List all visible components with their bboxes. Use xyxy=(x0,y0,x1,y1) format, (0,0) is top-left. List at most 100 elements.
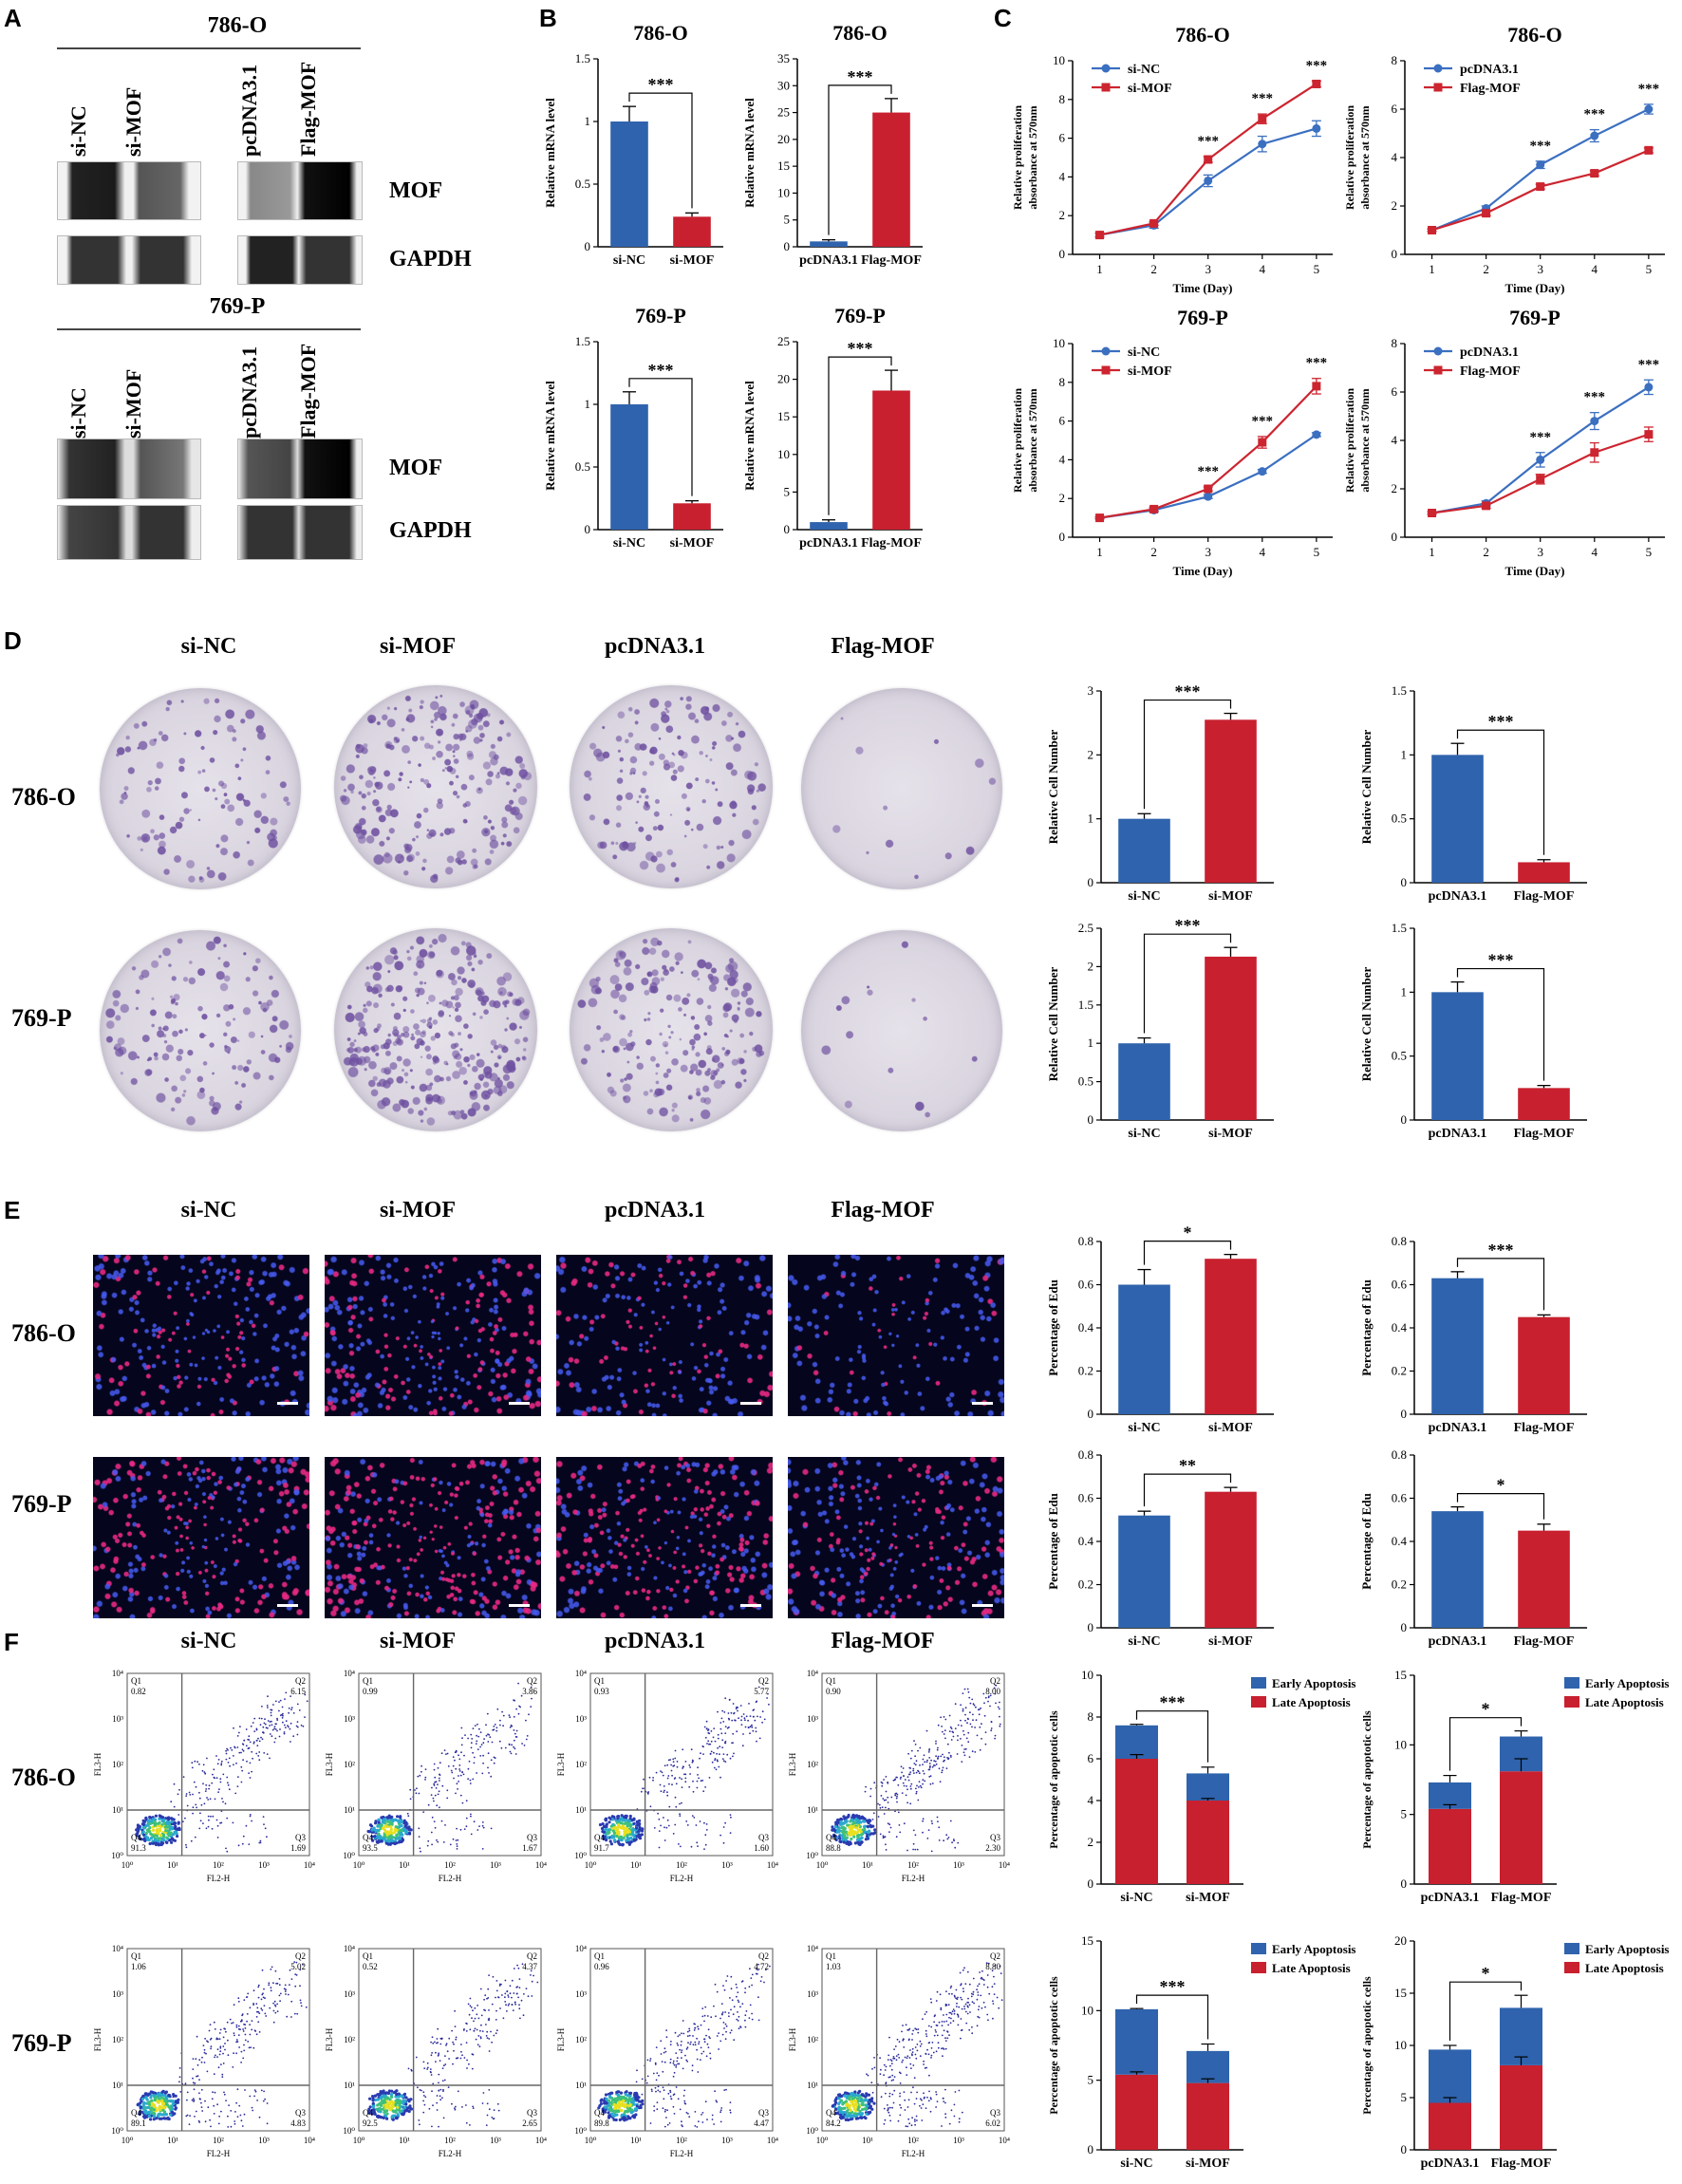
event-dot xyxy=(172,2093,176,2097)
event-dot xyxy=(269,1757,271,1760)
event-dot xyxy=(203,2062,206,2063)
event-dot xyxy=(300,1724,303,1727)
event-dot xyxy=(289,1969,291,1971)
event-dot xyxy=(239,1726,241,1727)
event-dot xyxy=(213,1768,215,1771)
event-dot xyxy=(885,2092,887,2095)
event-dot xyxy=(701,2015,704,2018)
event-dot xyxy=(909,2049,911,2051)
event-dot xyxy=(922,2018,924,2021)
y-tick-label: 8 xyxy=(1392,336,1398,350)
event-dot xyxy=(958,2118,961,2120)
event-dot xyxy=(908,2057,911,2059)
event-dot xyxy=(230,2110,233,2112)
event-dot xyxy=(664,2050,667,2053)
y-tick-label: 5 xyxy=(784,484,791,498)
y-tick-label: 0 xyxy=(1088,875,1094,889)
event-dot xyxy=(925,1761,928,1764)
legend-label: Late Apoptosis xyxy=(1585,1961,1664,1975)
event-dot xyxy=(673,2063,676,2066)
event-dot xyxy=(520,1694,523,1697)
event-dot xyxy=(839,2113,843,2117)
event-dot xyxy=(957,1739,959,1742)
event-dot xyxy=(452,1764,455,1767)
y-axis-label: Percentage of Edu xyxy=(1046,1279,1060,1376)
event-dot xyxy=(620,1839,624,1842)
event-dot xyxy=(693,1817,696,1819)
legend-swatch-early xyxy=(1251,1943,1266,1954)
event-dot xyxy=(691,1761,694,1764)
event-dot xyxy=(477,2005,478,2007)
event-dot xyxy=(175,1827,178,1831)
event-dot xyxy=(858,2095,862,2099)
event-dot xyxy=(891,2093,894,2096)
event-dot xyxy=(178,1788,180,1791)
event-dot xyxy=(264,1997,266,2000)
event-dot xyxy=(376,1824,380,1828)
event-dot xyxy=(294,1973,297,1975)
event-dot xyxy=(684,1761,687,1763)
event-dot xyxy=(470,2007,473,2008)
event-dot xyxy=(167,2105,171,2109)
event-dot xyxy=(914,1744,917,1745)
event-dot xyxy=(165,1836,169,1839)
event-dot xyxy=(467,1737,469,1740)
event-dot xyxy=(704,1843,707,1846)
event-dot xyxy=(193,1781,196,1783)
event-dot xyxy=(465,1800,468,1802)
event-dot xyxy=(492,2118,495,2120)
event-dot xyxy=(763,1718,766,1721)
event-dot xyxy=(883,2063,886,2066)
event-dot xyxy=(185,1846,188,1849)
y-tick-label: 0.6 xyxy=(1078,1491,1094,1505)
event-dot xyxy=(252,1757,253,1760)
event-dot xyxy=(526,1735,529,1737)
legend-label: Early Apoptosis xyxy=(1272,1676,1356,1690)
event-dot xyxy=(273,1726,276,1727)
event-dot xyxy=(198,2079,200,2081)
event-dot xyxy=(661,2061,663,2063)
significance-bracket xyxy=(1456,729,1545,855)
event-dot xyxy=(994,1692,997,1695)
y-tick-label: 10² xyxy=(112,2035,123,2044)
event-dot xyxy=(404,2102,408,2106)
event-dot xyxy=(517,1996,519,1999)
event-dot xyxy=(176,2100,179,2104)
event-dot xyxy=(848,2104,851,2108)
event-dot xyxy=(418,1792,420,1795)
event-dot xyxy=(199,1812,201,1815)
event-dot xyxy=(893,2089,896,2092)
event-dot xyxy=(225,1758,228,1761)
event-dot xyxy=(458,1768,460,1770)
event-dot xyxy=(960,1996,962,1999)
event-dot xyxy=(687,2113,689,2115)
event-dot xyxy=(914,1848,917,1851)
event-dot xyxy=(657,2085,660,2088)
event-dot xyxy=(449,1843,452,1846)
event-dot xyxy=(394,1827,398,1832)
event-dot xyxy=(633,2093,637,2097)
event-dot xyxy=(267,1707,269,1708)
event-dot xyxy=(836,1819,840,1822)
x-tick-label: 10³ xyxy=(953,2136,964,2145)
event-dot xyxy=(652,1777,654,1779)
x-axis-label: FL2-H xyxy=(670,2149,694,2158)
event-dot xyxy=(242,1744,245,1745)
chart-title: 769-P xyxy=(1509,306,1561,329)
event-dot xyxy=(666,2109,668,2112)
event-dot xyxy=(452,2041,454,2044)
event-dot xyxy=(276,1982,279,1985)
event-dot xyxy=(944,2037,946,2040)
event-dot xyxy=(476,2013,478,2016)
event-dot xyxy=(148,1821,152,1826)
event-dot xyxy=(483,1998,485,2001)
event-dot xyxy=(679,1813,681,1816)
x-tick-label: 1 xyxy=(1096,545,1103,559)
event-dot xyxy=(958,2006,961,2008)
event-dot xyxy=(460,1727,463,1729)
event-dot xyxy=(623,1833,626,1837)
event-dot xyxy=(679,1815,682,1817)
event-dot xyxy=(251,1820,252,1822)
event-dot xyxy=(982,2001,985,2004)
event-dot xyxy=(658,2074,660,2077)
